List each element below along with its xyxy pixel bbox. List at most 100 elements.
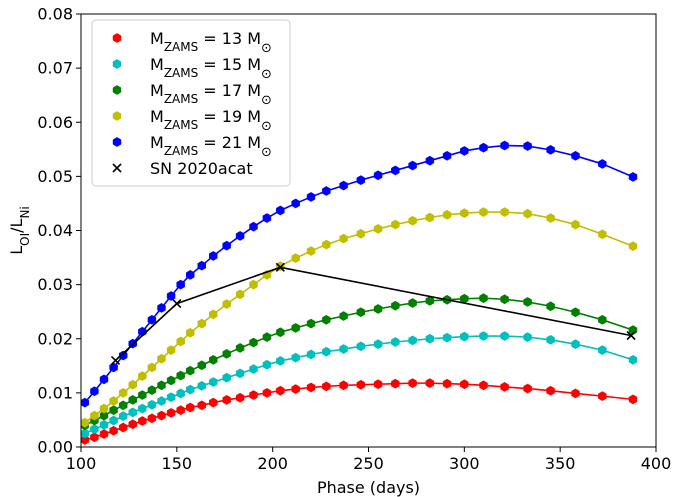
series-2-point — [147, 399, 157, 410]
legend-label-part: M — [150, 107, 164, 126]
legend-item: MZAMS = 21 M⊙ — [112, 133, 272, 160]
series-6-line — [114, 266, 632, 361]
series-2-point — [523, 332, 532, 343]
series-5-point — [99, 374, 109, 385]
series-5-point — [598, 159, 607, 169]
series-1-point — [118, 422, 128, 433]
x-tick-label: 200 — [257, 454, 288, 473]
series-2-point — [571, 339, 580, 350]
series-3-point — [373, 304, 383, 314]
series-3-point — [306, 318, 316, 329]
series-5-point — [628, 172, 638, 182]
series-2-point — [306, 349, 316, 360]
legend: MZAMS = 13 M⊙MZAMS = 15 M⊙MZAMS = 17 M⊙M… — [91, 19, 291, 187]
x-tick-label: 350 — [545, 454, 576, 473]
series-4-point — [523, 208, 532, 219]
series-4-point — [249, 279, 258, 290]
series-1-point — [197, 400, 206, 411]
legend-item: SN 2020acat — [112, 159, 253, 178]
series-4-point — [356, 228, 366, 239]
series-1-point — [147, 413, 157, 424]
y-tick-label: 0.06 — [37, 113, 73, 132]
series-5-point — [235, 231, 245, 241]
series-3-point — [118, 400, 128, 411]
series-group — [81, 140, 638, 445]
series-3-point — [460, 293, 469, 304]
series-2-point — [500, 331, 509, 341]
series-2-point — [460, 331, 469, 342]
series-5-point — [391, 165, 400, 176]
series-2-point — [128, 407, 137, 418]
series-2-point — [276, 356, 285, 366]
series-5-point — [109, 362, 118, 373]
x-marker-stroke — [112, 163, 122, 173]
series-4-point — [571, 219, 580, 230]
series-1-point — [479, 380, 488, 391]
x-tick-label: 300 — [449, 454, 480, 473]
series-5-point — [356, 175, 366, 186]
x-axis-label: Phase (days) — [317, 478, 420, 497]
series-3-point — [186, 365, 195, 376]
series-3-point — [408, 298, 417, 308]
series-1-point — [291, 384, 300, 394]
series-5-point — [460, 146, 469, 156]
legend-label-part: M — [150, 133, 164, 152]
legend-label-sub: ZAMS — [164, 144, 198, 158]
series-3-point — [291, 323, 300, 333]
series-1-point — [546, 385, 555, 396]
series-6-point — [110, 355, 121, 365]
legend-label-part: SN 2020acat — [150, 159, 253, 178]
series-5-point — [571, 150, 580, 161]
series-4-point — [197, 318, 206, 329]
series-1-point — [598, 391, 607, 402]
series-4-point — [235, 289, 245, 300]
series-2-point — [157, 396, 166, 406]
series-5-point — [81, 397, 90, 408]
series-3-point — [391, 300, 400, 311]
series-5-point — [90, 386, 99, 397]
series-3-point — [322, 314, 331, 325]
legend-label-part: = 21 M — [198, 133, 261, 152]
legend-label-sym: ⊙ — [261, 119, 272, 134]
x-marker-stroke — [626, 330, 636, 341]
series-2-point — [479, 331, 488, 341]
legend-label-part: M — [150, 55, 164, 74]
series-1-point — [322, 381, 331, 392]
series-3-point — [197, 360, 206, 371]
series-1-point — [138, 416, 147, 426]
legend-label-sub: ZAMS — [164, 66, 198, 80]
series-3-point — [109, 405, 118, 416]
series-2-point — [339, 344, 348, 354]
series-1-point — [460, 379, 469, 390]
legend-marker — [112, 59, 122, 69]
x-marker-stroke — [110, 355, 121, 365]
series-3-point — [209, 354, 218, 365]
series-1-point — [209, 397, 218, 408]
series-3-point — [339, 311, 348, 321]
series-5-point — [306, 192, 316, 202]
series-3-point — [222, 349, 231, 359]
series-1-point — [186, 402, 195, 413]
plot-area — [81, 140, 638, 445]
series-4-point — [90, 410, 99, 421]
y-tick-label: 0.04 — [37, 221, 73, 240]
legend-box — [91, 19, 291, 187]
series-4-point — [322, 239, 331, 250]
series-2-point — [138, 403, 147, 414]
series-1-point — [99, 429, 109, 439]
y-axis-label: LOI/LNi — [7, 206, 32, 255]
series-5-point — [408, 160, 417, 171]
series-5-point — [425, 155, 435, 166]
axes: 100 150 200 250 300 350 400 0.00 0.01 0.02 0.03 0.0… — [7, 5, 671, 497]
series-1-point — [109, 425, 118, 436]
series-4-point — [546, 213, 555, 223]
series-4-point — [186, 327, 195, 338]
series-3-point — [166, 375, 176, 386]
x-marker-stroke — [275, 262, 285, 272]
series-3-point — [235, 343, 245, 353]
series-5-point — [209, 251, 218, 261]
series-5-point — [276, 205, 285, 216]
series-2-point — [109, 415, 118, 426]
series-2-point — [186, 384, 195, 395]
legend-label-sym: ⊙ — [261, 145, 272, 160]
